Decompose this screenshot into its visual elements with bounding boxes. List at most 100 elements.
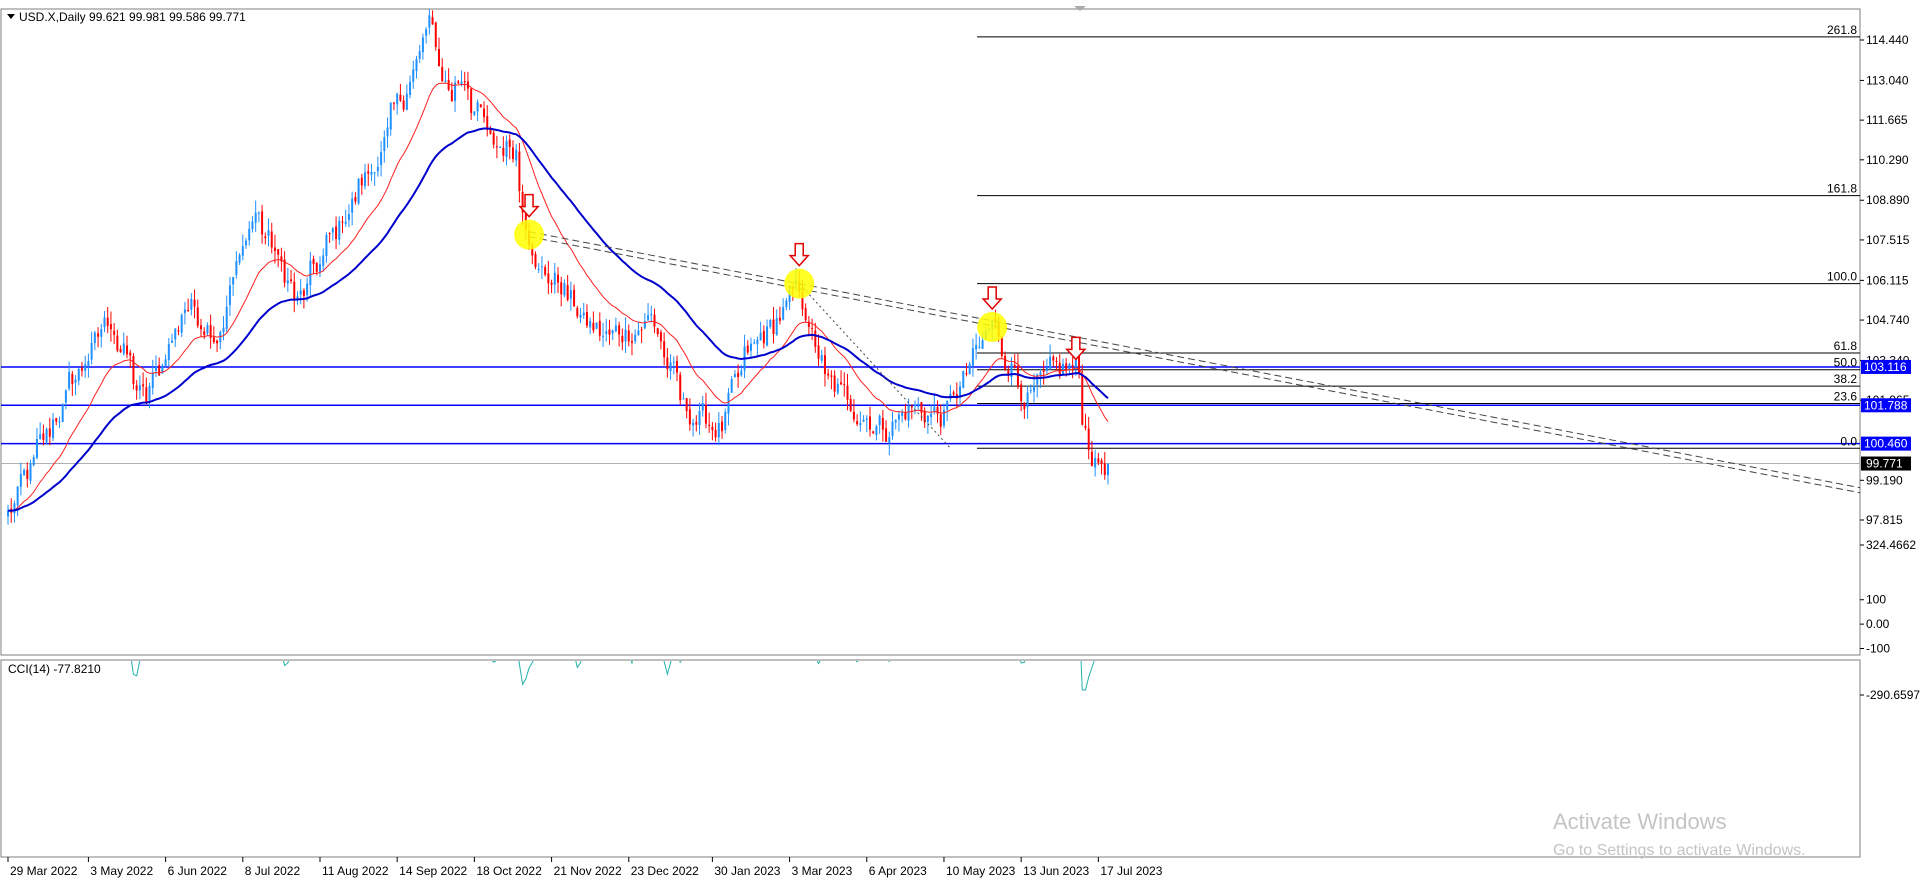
candle-body	[299, 290, 302, 295]
candle-body	[357, 178, 360, 204]
candle-body	[154, 366, 157, 372]
candle-body	[579, 314, 582, 318]
candle-body	[540, 266, 543, 268]
candle-body	[534, 253, 537, 268]
candle-body	[630, 340, 633, 343]
candle-body	[827, 373, 830, 376]
candle-body	[717, 422, 720, 438]
candle-body	[376, 166, 379, 172]
candle-body	[35, 438, 38, 458]
time-tick-label: 17 Jul 2023	[1100, 864, 1162, 878]
horizontal-levels[interactable]	[1, 366, 1860, 465]
candle-body	[659, 332, 662, 342]
candle-body	[856, 421, 859, 425]
candle-body	[158, 365, 161, 376]
price-tick-label: 108.890	[1866, 193, 1910, 207]
candle-body	[714, 429, 717, 438]
candle-body	[444, 80, 447, 82]
candle-body	[576, 308, 579, 317]
descending-trend-line[interactable]	[528, 236, 1860, 494]
candle-body	[875, 426, 878, 435]
candle-body	[1087, 428, 1090, 450]
candle-body	[537, 268, 540, 270]
candle-body	[618, 325, 621, 335]
fibonacci-level-label: 38.2	[1834, 372, 1858, 386]
candle-body	[676, 361, 679, 373]
candle-body	[238, 255, 241, 263]
candle-body	[216, 340, 219, 344]
candle-body	[1045, 367, 1048, 371]
candle-body	[164, 359, 167, 367]
candle-body	[868, 416, 871, 430]
candle-body	[547, 273, 550, 284]
candle-body	[16, 486, 19, 506]
candle-body	[849, 399, 852, 411]
candle-body	[573, 289, 576, 307]
candle-body	[399, 94, 402, 101]
candle-body	[264, 236, 267, 239]
time-tick-label: 6 Jun 2022	[168, 864, 228, 878]
time-tick-label: 10 May 2023	[946, 864, 1016, 878]
cci-tick-label: 100	[1866, 593, 1886, 607]
candle-body	[865, 418, 868, 420]
candle-body	[701, 403, 704, 411]
candle-body	[290, 279, 293, 281]
symbol-menu-icon[interactable]	[7, 14, 15, 19]
candle-body	[582, 312, 585, 316]
candle-body	[833, 375, 836, 392]
trend-lines[interactable]	[528, 231, 1860, 494]
price-tick-label: 97.815	[1866, 513, 1903, 527]
candle-body	[959, 386, 962, 397]
last-price-badge	[1861, 456, 1911, 471]
candle-body	[483, 108, 486, 118]
candle-body	[341, 221, 344, 223]
candle-body	[962, 371, 965, 388]
candle-body	[161, 365, 164, 374]
candle-body	[557, 274, 559, 283]
candle-body	[885, 428, 888, 442]
candle-body	[280, 256, 283, 262]
candle-body	[531, 244, 534, 256]
candle-body	[58, 421, 61, 423]
candle-body	[1100, 460, 1103, 465]
candle-body	[1055, 360, 1058, 362]
candle-body	[473, 111, 476, 115]
price-badge-label: 100.460	[1864, 437, 1908, 451]
candle-body	[926, 415, 929, 422]
candle-body	[177, 330, 180, 332]
descending-trend-line[interactable]	[528, 231, 1860, 489]
candle-body	[277, 249, 280, 255]
candle-body	[235, 261, 238, 275]
candle-body	[904, 412, 907, 420]
fibonacci-labels: 261.8 161.8 100.0 61.8 50.0 38.2 23.6 0.0	[1827, 23, 1857, 448]
candle-body	[775, 318, 778, 335]
candle-body	[476, 102, 479, 112]
candle-body	[614, 325, 617, 332]
cci-tick-label: 0.00	[1866, 617, 1890, 631]
candle-body	[650, 314, 653, 316]
candle-body	[1078, 355, 1081, 374]
candle-body	[171, 340, 174, 343]
candle-body	[1007, 370, 1010, 376]
candle-body	[1013, 364, 1016, 368]
candle-body	[129, 352, 132, 356]
candle-body	[695, 422, 698, 425]
candle-body	[113, 330, 116, 335]
candle-body	[939, 414, 942, 427]
candle-body	[335, 226, 338, 240]
candle-body	[647, 315, 650, 320]
price-badge	[1861, 398, 1911, 413]
candle-body	[470, 88, 473, 114]
dotted-trend-line[interactable]	[798, 283, 951, 449]
candle-body	[946, 400, 949, 410]
price-badges: 103.116 101.788 100.460 99.771	[1861, 359, 1911, 471]
candle-body	[383, 137, 386, 152]
pane-handle-icon[interactable]	[1074, 6, 1086, 11]
candle-body	[605, 331, 608, 334]
candle-body	[392, 102, 395, 104]
candle-body	[273, 247, 276, 251]
candle-body	[232, 277, 235, 285]
candle-body	[248, 228, 251, 241]
candle-body	[817, 345, 820, 359]
